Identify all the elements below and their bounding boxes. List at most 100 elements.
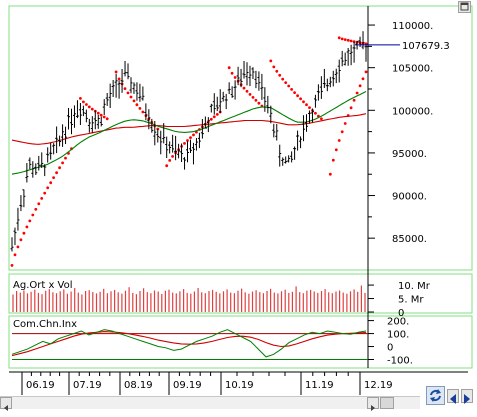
volume-panel xyxy=(8,273,473,314)
price-bar xyxy=(355,40,359,50)
sar-dot xyxy=(25,225,29,229)
sar-dot xyxy=(233,76,237,79)
sar-dot xyxy=(10,264,14,267)
sar-dot xyxy=(34,207,38,211)
price-bar xyxy=(284,156,288,164)
sar-dot xyxy=(43,191,47,195)
sar-dot xyxy=(302,100,305,104)
sar-dot xyxy=(337,139,341,142)
cci-line xyxy=(11,329,367,358)
price-bar xyxy=(10,237,14,252)
sar-dot xyxy=(343,38,347,41)
price-bar xyxy=(266,95,270,114)
restore-button[interactable] xyxy=(458,1,471,13)
price-bar xyxy=(40,152,44,168)
sar-dot xyxy=(85,103,88,106)
sar-dot xyxy=(61,161,64,165)
price-bar xyxy=(168,141,172,154)
sar-dot xyxy=(352,40,356,43)
sar-dot xyxy=(156,127,160,131)
price-bar xyxy=(102,99,106,115)
price-bar xyxy=(141,86,145,101)
sar-dot xyxy=(328,172,332,176)
price-bar xyxy=(61,124,65,147)
price-bar xyxy=(144,103,148,121)
sar-dot xyxy=(340,37,344,41)
price-bar xyxy=(248,65,252,87)
price-bar xyxy=(93,110,97,130)
price-bar xyxy=(72,105,76,128)
price-bar xyxy=(203,116,207,129)
price-bar xyxy=(212,93,216,115)
price-bar xyxy=(340,50,344,67)
price-bar xyxy=(37,155,41,171)
price-bar xyxy=(206,117,210,133)
price-bar xyxy=(236,66,240,86)
price-bar xyxy=(307,110,311,124)
price-axis-label: 105000. xyxy=(392,64,433,75)
sar-dot xyxy=(334,148,338,152)
price-bar xyxy=(159,130,163,155)
price-bar xyxy=(84,109,88,123)
horizontal-scrollbar[interactable] xyxy=(0,396,420,411)
price-bar xyxy=(227,82,231,94)
volume-title: Ag.Ort x Vol xyxy=(13,280,73,291)
sar-dot xyxy=(52,176,55,180)
price-bar xyxy=(245,62,249,86)
price-bar xyxy=(123,61,127,77)
sar-dot xyxy=(293,91,296,94)
price-bar xyxy=(105,93,109,106)
sar-dot xyxy=(19,238,23,242)
scroll-right-button[interactable] xyxy=(461,389,473,404)
price-bar xyxy=(251,67,255,79)
price-bar xyxy=(290,151,294,163)
price-bar xyxy=(188,139,192,153)
scroll-left-button[interactable] xyxy=(447,389,459,404)
price-bar xyxy=(87,118,91,133)
sar-dot xyxy=(37,202,41,206)
scrollbar-right-button[interactable] xyxy=(367,397,379,411)
sar-dot xyxy=(349,39,353,43)
sar-dot xyxy=(28,219,32,223)
sar-dot xyxy=(96,111,100,115)
price-bar xyxy=(328,76,332,88)
price-bar xyxy=(337,59,341,83)
arrow-left-icon xyxy=(450,394,456,404)
price-bar xyxy=(257,71,261,91)
price-bar xyxy=(52,143,56,155)
scrollbar-left-button[interactable] xyxy=(0,397,12,411)
sar-dot xyxy=(31,213,35,217)
price-bar xyxy=(126,63,130,80)
sar-dot xyxy=(340,130,344,134)
sar-dot xyxy=(135,103,139,107)
cci-axis-label: 0 xyxy=(387,343,393,354)
sar-dot xyxy=(245,89,249,93)
price-bar xyxy=(132,82,136,94)
price-bar xyxy=(135,82,139,101)
price-bar xyxy=(191,142,195,165)
price-bar xyxy=(180,143,184,162)
sar-dot xyxy=(281,77,285,81)
sar-dot xyxy=(314,111,317,115)
scrollbar-thumb[interactable] xyxy=(380,397,394,409)
price-axis-label: 110000. xyxy=(392,21,433,32)
sar-dot xyxy=(355,91,359,95)
price-bar xyxy=(75,100,79,119)
sar-dot xyxy=(361,77,365,81)
sar-dot xyxy=(343,122,347,125)
cci-axis-label: -100. xyxy=(387,356,413,367)
price-bar xyxy=(43,164,47,177)
cci-title: Com.Chn.Inx xyxy=(13,319,77,330)
price-bar xyxy=(171,134,175,153)
price-bar xyxy=(349,44,353,66)
sar-dot xyxy=(358,84,362,88)
price-bar xyxy=(81,105,85,117)
price-bar xyxy=(305,114,309,132)
refresh-button[interactable] xyxy=(426,386,445,405)
price-bar xyxy=(49,142,53,160)
sar-dot xyxy=(141,110,145,114)
price-bar xyxy=(322,68,326,88)
price-bar xyxy=(55,126,59,154)
price-bar xyxy=(224,93,228,110)
